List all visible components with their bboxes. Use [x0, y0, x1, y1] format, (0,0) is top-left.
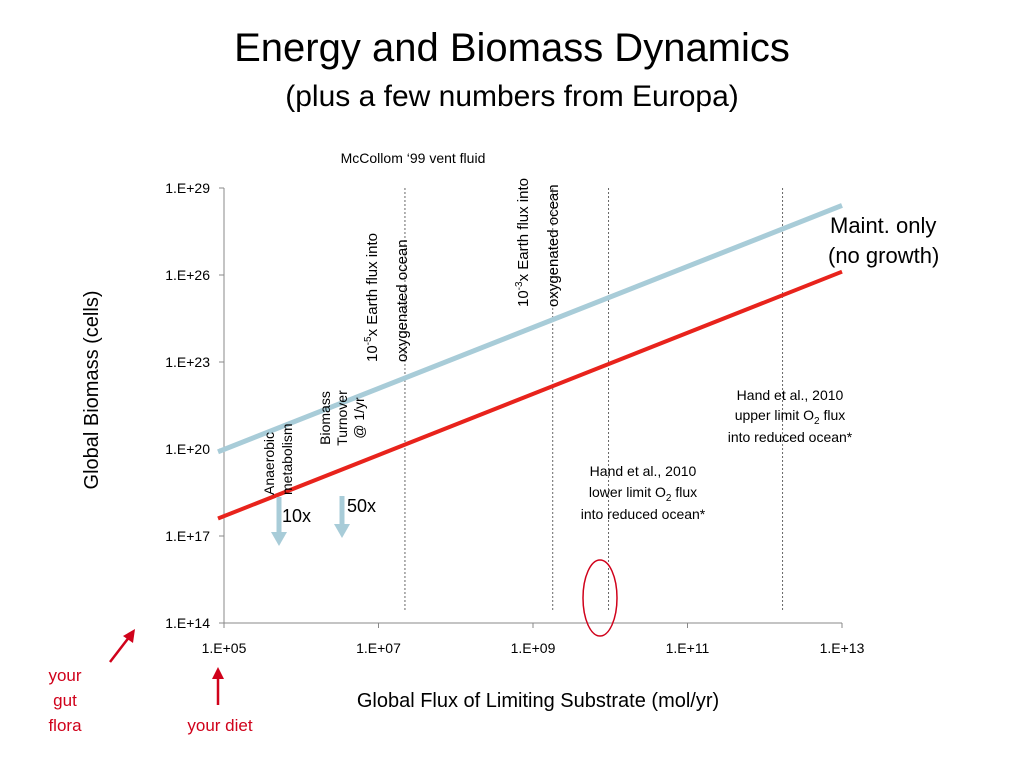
y-tick-label: 1.E+14: [165, 615, 210, 631]
x-tick-label: 1.E+07: [356, 640, 401, 656]
maint-label-line2: (no growth): [828, 243, 939, 268]
anaerobic-label-line1: Anaerobic: [261, 432, 277, 495]
gut-flora-arrow-icon: [109, 629, 135, 663]
factor-10x-label: 10x: [282, 506, 311, 526]
series-line-maint: [217, 203, 843, 455]
factor-50x-label: 50x: [347, 496, 376, 516]
hand-lower-label: Hand et al., 2010 lower limit O2 flux in…: [581, 463, 706, 522]
x-ticks: 1.E+05 1.E+07 1.E+09 1.E+11 1.E+13: [202, 623, 865, 656]
svg-text:lower limit O2 flux: lower limit O2 flux: [589, 484, 697, 504]
turnover-label-line1: Biomass: [317, 391, 333, 445]
y-ticks: 1.E+14 1.E+17 1.E+20 1.E+23 1.E+26 1.E+29: [165, 180, 224, 631]
flux-1e5-line2: oxygenated ocean: [394, 239, 411, 362]
hand-upper-label: Hand et al., 2010 upper limit O2 flux in…: [728, 387, 853, 445]
gut-flora-line1: your: [48, 666, 81, 685]
svg-text:Hand et al., 2010: Hand et al., 2010: [590, 463, 697, 479]
x-axis-label: Global Flux of Limiting Substrate (mol/y…: [357, 690, 719, 712]
flux-1e3-line1: 10-3x Earth flux into: [514, 178, 532, 307]
y-tick-label: 1.E+17: [165, 528, 210, 544]
diet-arrow-icon: [212, 667, 224, 705]
x-tick-label: 1.E+05: [202, 640, 247, 656]
x-tick-label: 1.E+09: [511, 640, 556, 656]
turnover-label-line2: Turnover: [334, 390, 350, 446]
gut-flora-line3: flora: [48, 716, 82, 735]
series-line-growth: [217, 269, 843, 521]
flux-1e5-line1: 10-5x Earth flux into: [363, 233, 381, 362]
y-tick-label: 1.E+23: [165, 354, 210, 370]
slide-subtitle: (plus a few numbers from Europa): [285, 80, 739, 113]
turnover-label-line3: @ 1/yr: [351, 397, 367, 439]
x-tick-label: 1.E+11: [666, 640, 710, 656]
y-tick-label: 1.E+29: [165, 180, 210, 196]
y-tick-label: 1.E+26: [165, 267, 210, 283]
y-axis-label: Global Biomass (cells): [81, 291, 103, 490]
x-tick-label: 1.E+13: [820, 640, 865, 656]
arrow-50x-icon: [334, 496, 350, 538]
flux-1e3-line2: oxygenated ocean: [545, 184, 562, 307]
y-tick-label: 1.E+20: [165, 441, 210, 457]
svg-text:into reduced ocean*: into reduced ocean*: [728, 429, 853, 445]
diet-label: your diet: [187, 716, 252, 735]
maint-label-line1: Maint. only: [830, 213, 936, 238]
svg-text:Hand et al., 2010: Hand et al., 2010: [737, 387, 844, 403]
anaerobic-label-line2: metabolism: [279, 423, 295, 495]
arrow-10x-icon: [271, 497, 287, 546]
mccollom-label: McCollom ‘99 vent fluid: [341, 150, 486, 166]
slide-title: Energy and Biomass Dynamics: [234, 26, 790, 70]
svg-text:into reduced ocean*: into reduced ocean*: [581, 506, 706, 522]
highlight-ellipse: [582, 559, 618, 637]
svg-text:upper limit O2 flux: upper limit O2 flux: [735, 407, 846, 427]
gut-flora-line2: gut: [53, 691, 77, 710]
